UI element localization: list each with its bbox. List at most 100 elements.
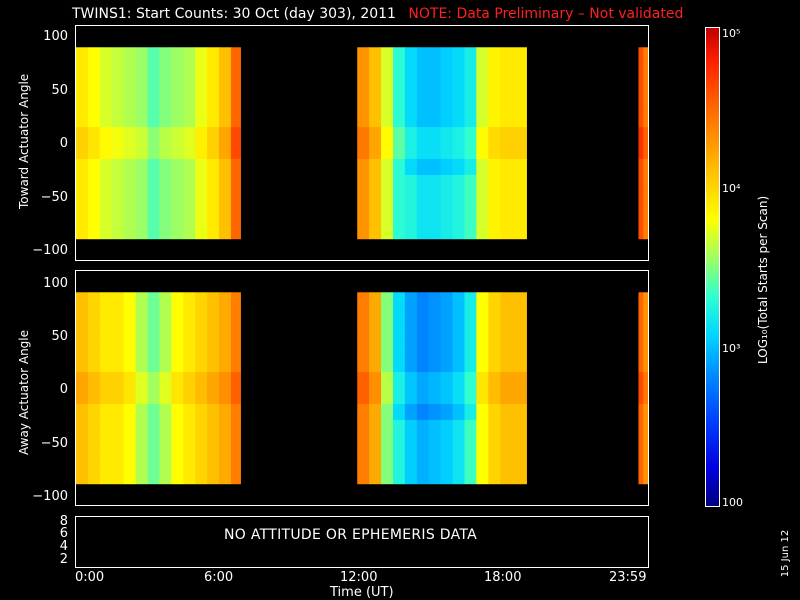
heatmap-cell: [99, 451, 113, 469]
heatmap-cell: [404, 111, 418, 128]
heatmap-cell: [638, 158, 644, 176]
heatmap-cell: [381, 340, 394, 357]
heatmap-cell: [147, 111, 160, 128]
heatmap-cell: [476, 340, 489, 357]
heatmap-cell: [76, 143, 89, 160]
heatmap-cell: [392, 419, 406, 437]
heatmap-cell: [357, 111, 370, 128]
heatmap-cell: [219, 308, 232, 325]
heatmap-cell: [392, 222, 406, 240]
heatmap-cell: [230, 356, 241, 373]
heatmap-cell: [404, 63, 418, 80]
heatmap-cell: [171, 340, 184, 357]
heatmap-cell: [135, 308, 148, 325]
away-ytick-m50: −50: [40, 436, 68, 451]
heatmap-cell: [123, 372, 137, 389]
heatmap-cell: [171, 79, 184, 96]
heatmap-cell: [147, 356, 160, 373]
heatmap-cell: [183, 47, 196, 64]
heatmap-cell: [171, 158, 184, 176]
heatmap-cell: [76, 372, 89, 389]
heatmap-cell: [440, 206, 454, 224]
heatmap-cell: [357, 324, 370, 341]
heatmap-cell: [87, 111, 101, 128]
heatmap-cell: [135, 435, 148, 453]
heatmap-cell: [183, 143, 196, 160]
heatmap-cell: [404, 403, 418, 421]
heatmap-cell: [476, 324, 489, 341]
heatmap-cell: [183, 467, 196, 485]
heatmap-cell: [147, 435, 160, 453]
heatmap-cell: [230, 435, 241, 453]
heatmap-cell: [464, 95, 477, 112]
heatmap-cell: [195, 63, 208, 80]
heatmap-cell: [464, 143, 477, 160]
heatmap-cell: [171, 222, 184, 240]
heatmap-cell: [464, 467, 477, 485]
heatmap-cell: [219, 419, 232, 437]
heatmap-cell: [111, 451, 125, 469]
heatmap-cell: [207, 143, 220, 160]
heatmap-cell: [476, 79, 489, 96]
heatmap-cell: [76, 127, 89, 144]
heatmap-cell: [195, 222, 208, 240]
heatmap-cell: [392, 143, 406, 160]
heatmap-cell: [147, 174, 160, 192]
heatmap-cell: [500, 143, 513, 160]
heatmap-cell: [452, 174, 465, 192]
heatmap-cell: [135, 372, 148, 389]
heatmap-cell: [381, 292, 394, 309]
heatmap-cell: [357, 174, 370, 192]
heatmap-cell: [452, 403, 465, 421]
heatmap-cell: [76, 158, 89, 176]
heatmap-cell: [111, 79, 125, 96]
heatmap-cell: [111, 356, 125, 373]
heatmap-cell: [512, 467, 527, 485]
heatmap-cell: [488, 372, 501, 389]
heatmap-cell: [76, 403, 89, 421]
heatmap-cell: [381, 63, 394, 80]
heatmap-cell: [381, 222, 394, 240]
heatmap-cell: [452, 388, 465, 405]
heatmap-cell: [357, 403, 370, 421]
heatmap-cell: [195, 111, 208, 128]
heatmap-cell: [428, 467, 442, 485]
heatmap-cell: [183, 127, 196, 144]
heatmap-cell: [381, 467, 394, 485]
heatmap-cell: [183, 308, 196, 325]
heatmap-cell: [476, 356, 489, 373]
heatmap-cell: [512, 356, 527, 373]
heatmap-cell: [643, 340, 648, 357]
heatmap-cell: [123, 419, 137, 437]
heatmap-cell: [76, 467, 89, 485]
heatmap-cell: [369, 356, 382, 373]
toward-ytick-m50: −50: [40, 190, 68, 205]
heatmap-cell: [512, 95, 527, 112]
heatmap-cell: [87, 206, 101, 224]
heatmap-cell: [512, 111, 527, 128]
heatmap-cell: [195, 127, 208, 144]
heatmap-cell: [416, 47, 430, 64]
heatmap-cell: [512, 206, 527, 224]
heatmap-cell: [183, 63, 196, 80]
heatmap-cell: [512, 158, 527, 176]
heatmap-cell: [440, 403, 454, 421]
heatmap-cell: [219, 403, 232, 421]
heatmap-cell: [381, 206, 394, 224]
heatmap-cell: [219, 222, 232, 240]
heatmap-cell: [357, 340, 370, 357]
heatmap-cell: [643, 95, 648, 112]
away-ytick-m100: −100: [32, 489, 68, 504]
heatmap-cell: [392, 324, 406, 341]
heatmap-cell: [638, 143, 644, 160]
heatmap-cell: [428, 324, 442, 341]
colorbar-tick-1e4: 10⁴: [722, 182, 741, 195]
heatmap-cell: [76, 206, 89, 224]
preliminary-note: NOTE: Data Preliminary – Not validated: [408, 6, 684, 22]
heatmap-cell: [428, 95, 442, 112]
heatmap-cell: [171, 127, 184, 144]
heatmap-cell: [404, 47, 418, 64]
heatmap-cell: [159, 372, 172, 389]
heatmap-cell: [428, 435, 442, 453]
heatmap-cell: [207, 158, 220, 176]
